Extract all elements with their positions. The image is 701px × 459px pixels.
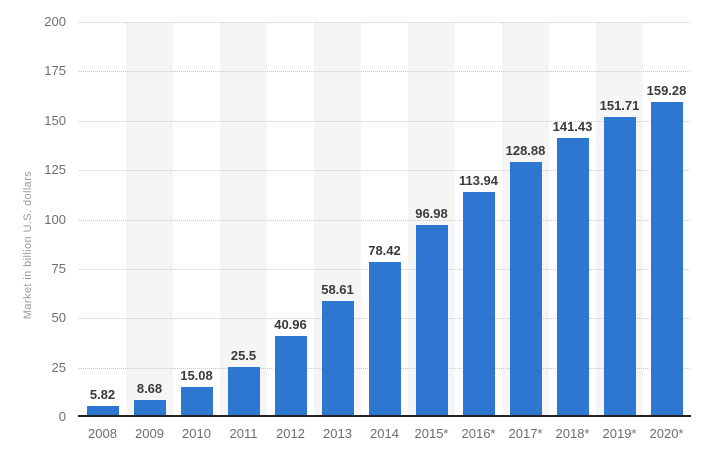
y-tick-label: 25 [51,359,66,375]
bar-2020*[interactable] [650,102,683,417]
y-tick-label: 100 [44,211,66,227]
bar-value-label: 96.98 [415,206,448,222]
bar-value-label: 141.43 [552,118,593,134]
x-axis-label-2012: 2012 [276,426,305,441]
y-tick-label: 175 [44,63,66,79]
bar-2012[interactable] [274,336,307,417]
bar-2009[interactable] [133,399,166,417]
bar-2018*[interactable] [556,137,589,417]
bar-2013[interactable] [321,301,354,417]
bar-value-label: 113.94 [458,172,499,188]
bar-value-label: 8.68 [136,380,163,396]
bar-value-label: 25.5 [230,347,257,363]
bar-2014[interactable] [368,262,401,417]
x-axis-label-2008: 2008 [88,426,117,441]
x-axis-label-2009: 2009 [135,426,164,441]
bar-value-label: 151.71 [599,98,640,114]
y-tick-label: 150 [44,112,66,128]
bar-2008[interactable] [86,405,119,417]
bar-value-label: 58.61 [321,282,354,298]
x-axis-label-2016: 2016* [461,426,496,441]
y-tick-label: 50 [51,310,66,326]
x-axis-label-2019: 2019* [602,426,637,441]
bar-2010[interactable] [180,387,213,417]
gridline [79,219,690,221]
bar-2015*[interactable] [415,225,448,417]
x-axis-label-2020: 2020* [649,426,684,441]
x-axis-line [78,415,691,417]
x-axis-label-2014: 2014 [370,426,399,441]
bar-value-label: 78.42 [368,243,401,259]
x-axis-label-2010: 2010 [182,426,211,441]
gridline [79,120,690,122]
gridline [79,22,690,23]
bar-value-label: 15.08 [180,368,213,384]
plot-area [79,22,690,417]
y-tick-label: 0 [58,409,66,424]
y-tick-label: 125 [44,162,66,178]
bar-2019*[interactable] [603,117,636,417]
y-axis-title-text: Market in billion U.S. dollars [22,170,34,320]
x-axis-label-2018: 2018* [555,426,590,441]
bar-value-label: 159.28 [646,83,687,99]
bar-value-label: 40.96 [274,317,307,333]
gridline [79,170,690,172]
bar-value-label: 128.88 [505,143,546,159]
gridline [79,71,690,73]
bar-2017*[interactable] [509,162,542,417]
x-axis-label-2017: 2017* [508,426,543,441]
x-axis-label-2011: 2011 [229,426,258,441]
bar-2016*[interactable] [462,191,495,417]
y-tick-label: 200 [44,14,66,29]
x-axis-label-2013: 2013 [323,426,352,441]
bar-value-label: 5.82 [89,386,116,402]
x-axis-label-2015: 2015* [414,426,449,441]
bar-2011[interactable] [227,366,260,417]
y-tick-label: 75 [51,260,66,276]
